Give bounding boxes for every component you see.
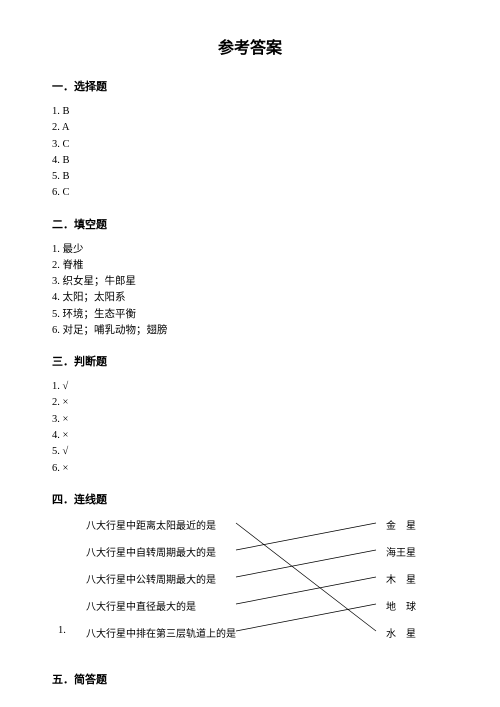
match-line: [236, 604, 376, 631]
s1-item: 2. A: [52, 120, 448, 136]
matching-diagram: 1. 八大行星中距离太阳最近的是 八大行星中自转周期最大的是 八大行星中公转周期…: [86, 517, 416, 657]
s2-item: 5. 环境；生态平衡: [52, 307, 448, 323]
page-title: 参考答案: [52, 34, 448, 58]
section-2-heading: 二．填空题: [52, 216, 448, 232]
match-right-item: 木 星: [386, 571, 416, 586]
s3-item: 3. ×: [52, 412, 448, 428]
match-left-item: 八大行星中直径最大的是: [86, 598, 196, 613]
match-line: [236, 577, 376, 604]
s2-item: 2. 脊椎: [52, 258, 448, 274]
match-line: [236, 523, 376, 550]
s2-item: 1. 最少: [52, 242, 448, 258]
s3-item: 1. √: [52, 379, 448, 395]
match-right-item: 地 球: [386, 598, 416, 613]
s2-item: 4. 太阳；太阳系: [52, 290, 448, 306]
section-4-heading: 四．连线题: [52, 491, 448, 507]
s1-item: 6. C: [52, 185, 448, 201]
match-right-item: 海王星: [386, 544, 416, 559]
s3-item: 4. ×: [52, 428, 448, 444]
match-left-item: 八大行星中距离太阳最近的是: [86, 517, 216, 532]
match-left-item: 八大行星中自转周期最大的是: [86, 544, 216, 559]
match-left-item: 八大行星中排在第三层轨道上的是: [86, 625, 236, 640]
s1-item: 4. B: [52, 153, 448, 169]
s2-item: 6. 对足；哺乳动物；翅膀: [52, 323, 448, 339]
s3-item: 5. √: [52, 444, 448, 460]
s3-item: 2. ×: [52, 395, 448, 411]
section-5-heading: 五．简答题: [52, 671, 448, 687]
section-1-heading: 一．选择题: [52, 78, 448, 94]
s1-item: 5. B: [52, 169, 448, 185]
match-left-item: 八大行星中公转周期最大的是: [86, 571, 216, 586]
match-right-item: 水 星: [386, 625, 416, 640]
s3-item: 6. ×: [52, 461, 448, 477]
s1-item: 1. B: [52, 104, 448, 120]
match-line: [236, 550, 376, 577]
question-number: 1.: [58, 625, 66, 636]
s1-item: 3. C: [52, 137, 448, 153]
match-right-item: 金 星: [386, 517, 416, 532]
s2-item: 3. 织女星；牛郎星: [52, 274, 448, 290]
match-line: [236, 523, 376, 631]
section-3-heading: 三．判断题: [52, 353, 448, 369]
